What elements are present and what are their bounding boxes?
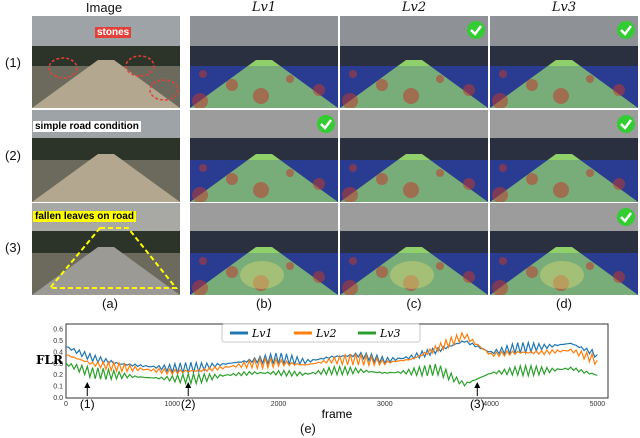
legend-label-lv1: Lv1 (251, 327, 273, 340)
header-lv1: Lv1 (251, 0, 277, 15)
flr-chart: 0 1000 2000 3000 4000 5000 0.0 0.1 0.2 0.3 0.4 0.5 0… (36, 323, 609, 421)
legend-box (221, 323, 421, 343)
marker-arrow (84, 382, 91, 388)
segmentation-result-row2-col4 (490, 110, 638, 202)
row-label-1: (1) (5, 55, 21, 70)
segmentation-result-row1-col3 (340, 16, 488, 108)
check-circle-icon (616, 207, 636, 227)
marker-arrow (474, 382, 481, 388)
marker-label: (1) (80, 397, 95, 411)
segmentation-result-row2-col2 (190, 110, 338, 202)
check-circle-icon (316, 114, 336, 134)
marker-label: (2) (181, 397, 196, 411)
series-line-lv3 (65, 362, 598, 387)
header-lv3: Lv3 (551, 0, 577, 15)
y-tick-label: 0.5 (53, 338, 63, 345)
y-tick-label: 0.1 (53, 384, 63, 391)
row-label-2: (2) (5, 148, 21, 163)
column-label-b: (b) (256, 296, 272, 311)
x-tick-label: 2000 (271, 401, 287, 408)
header-image: Image (85, 0, 123, 15)
fallen-leaves-annotation: fallen leaves on road (33, 211, 136, 222)
x-tick-label: 5000 (590, 401, 606, 408)
segmentation-result-row2-col3 (340, 110, 488, 202)
marker-label: (3) (470, 397, 485, 411)
y-tick-label: 0.2 (53, 372, 63, 379)
x-tick-label: 1000 (164, 401, 180, 408)
check-circle-icon (616, 114, 636, 134)
segmentation-result-row1-col4 (490, 16, 638, 108)
legend-label-lv2: Lv2 (315, 327, 337, 340)
road-condition-annotation: simple road condition (33, 121, 141, 132)
column-label-a: (a) (102, 296, 118, 311)
y-tick-label: 0.4 (53, 349, 63, 356)
series-line-lv1 (65, 340, 598, 376)
segmentation-result-row1-col2 (190, 16, 338, 108)
segmentation-result-row3-col4 (490, 203, 638, 295)
header-lv2: Lv2 (401, 0, 427, 15)
chart-caption: (e) (300, 421, 316, 436)
stone-markers (47, 55, 179, 289)
legend-label-lv3: Lv3 (379, 327, 401, 340)
x-tick-label: 3000 (377, 401, 393, 408)
check-circle-icon (466, 20, 486, 40)
marker-arrow (185, 382, 192, 388)
y-axis-label: FLR (36, 353, 64, 367)
x-tick-label: 4000 (483, 401, 499, 408)
column-label-d: (d) (556, 296, 572, 311)
stones-annotation: stones (95, 27, 132, 38)
column-label-c: (c) (406, 296, 422, 311)
y-tick-label: 0.0 (53, 395, 63, 402)
y-tick-label: 0.6 (53, 327, 63, 334)
x-axis-label: frame (322, 407, 353, 421)
series-line-lv2 (65, 331, 598, 376)
x-tick-label: 0 (64, 401, 68, 408)
segmentation-result-row3-col2 (190, 203, 338, 295)
check-circle-icon (616, 20, 636, 40)
segmentation-result-row3-col3 (340, 203, 488, 295)
y-tick-label: 0.3 (53, 361, 63, 368)
row-label-3: (3) (5, 240, 21, 255)
